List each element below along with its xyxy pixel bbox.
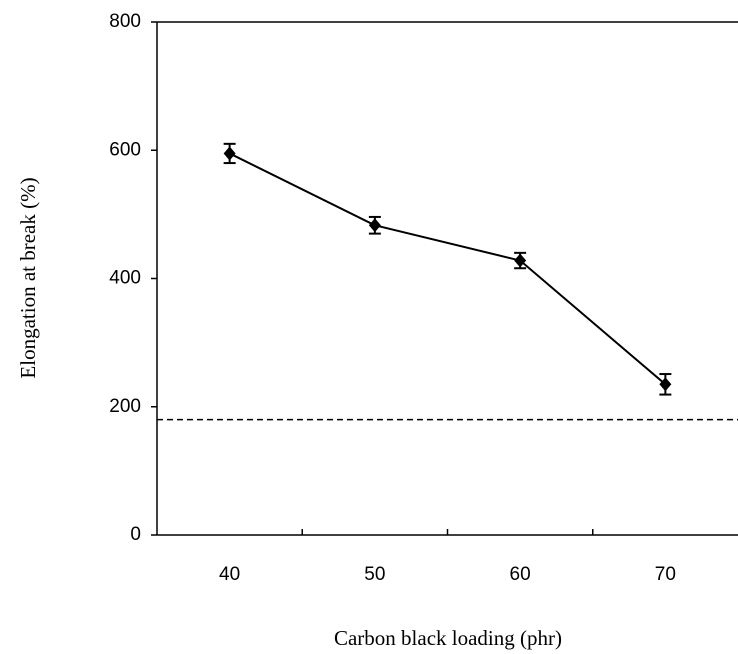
- marker: [368, 218, 381, 233]
- y-tick-label: 400: [109, 268, 141, 289]
- x-tick-label: 40: [219, 564, 240, 585]
- x-tick-label: 70: [655, 564, 676, 585]
- x-tick-label: 50: [364, 564, 385, 585]
- x-axis-label: Carbon black loading (phr): [334, 626, 562, 650]
- marker: [514, 253, 527, 268]
- marker: [659, 377, 672, 392]
- y-tick-label: 800: [109, 11, 141, 32]
- y-axis-label: Elongation at break (%): [16, 177, 40, 378]
- x-tick-label: 60: [510, 564, 531, 585]
- y-tick-label: 200: [109, 396, 141, 417]
- marker: [223, 146, 236, 161]
- y-tick-label: 0: [130, 524, 141, 545]
- data-line: [229, 152, 667, 386]
- y-tick-label: 600: [109, 139, 141, 160]
